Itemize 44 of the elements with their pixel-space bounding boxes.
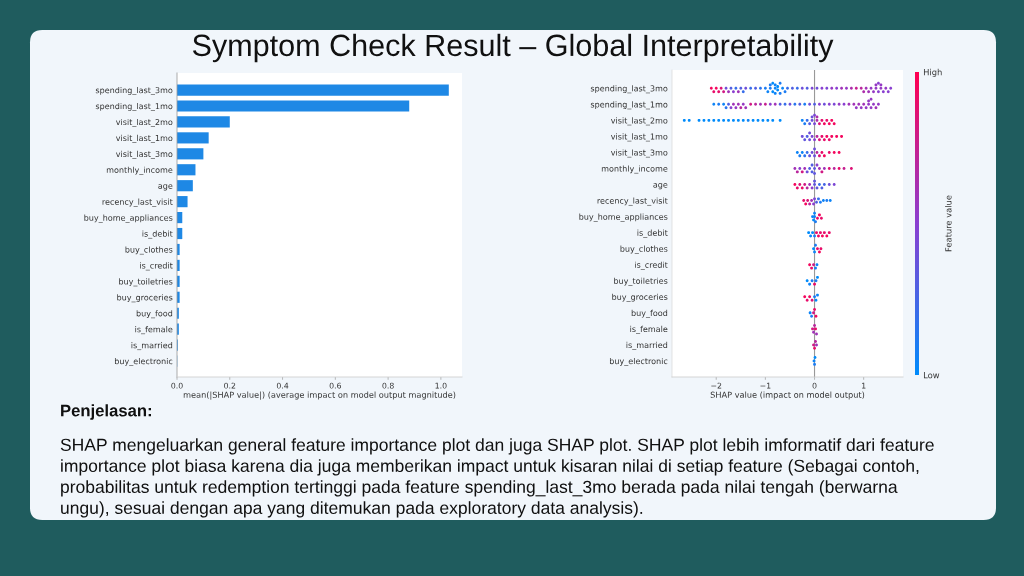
text: Penjelasan:	[61, 404, 151, 420]
y-tick-label: is_married	[131, 342, 173, 351]
y-tick-label: spending_last_3mo	[590, 85, 668, 94]
y-tick-label: buy_electronic	[609, 357, 668, 366]
y-tick-label: visit_last_1mo	[610, 133, 668, 142]
y-tick-label: buy_food	[136, 310, 173, 319]
y-tick-label: buy_home_appliances	[84, 214, 173, 223]
y-tick-label: age	[158, 184, 173, 191]
y-tick-label: visit_last_2mo	[610, 117, 668, 126]
y-tick-label: buy_electronic	[114, 358, 173, 367]
text: Symptom Check Result – Global Interpretability	[192, 33, 834, 63]
y-tick-label: visit_last_3mo	[115, 150, 173, 159]
y-tick-label: buy_groceries	[612, 293, 668, 302]
text: SHAP mengeluarkan general feature importance plot dan juga SHAP plot. SHAP plot lebih imformatif dari feature importance plot biasa karena dia juga memberikan impact untuk kisaran nilai di setiap feature (Sebagai contoh, probabilitas untuk redemption tertinggi pada feature spending_last_3mo berada pada nilai tengah (berwarna ungu), sesuai dengan apa yang ditemukan pada exploratory data analysis).	[60, 438, 934, 518]
y-tick-label: spending_last_1mo	[95, 102, 173, 111]
color-bar-label: Low	[923, 372, 940, 379]
y-tick-label: spending_last_3mo	[95, 87, 173, 96]
y-tick-label: is_female	[135, 326, 173, 335]
y-tick-label: visit_last_2mo	[115, 118, 173, 127]
y-tick-label: is_female	[630, 325, 668, 334]
y-tick-label: age	[653, 183, 668, 190]
y-tick-label: buy_clothes	[620, 245, 668, 254]
y-tick-label: monthly_income	[601, 165, 668, 174]
y-tick-label: buy_clothes	[125, 246, 173, 255]
y-tick-label: spending_last_1mo	[590, 101, 668, 110]
color-bar-label: High	[923, 68, 942, 77]
y-tick-label: buy_home_appliances	[579, 213, 668, 222]
y-tick-label: is_debit	[142, 230, 173, 239]
y-tick-label: visit_last_1mo	[115, 134, 173, 143]
y-tick-label: is_credit	[140, 262, 173, 271]
y-tick-label: is_credit	[635, 261, 668, 270]
x-axis-title: mean(|SHAP value|) (average impact on model output magnitude)	[183, 391, 456, 400]
y-tick-label: visit_last_3mo	[610, 149, 668, 158]
y-tick-label: is_debit	[637, 229, 668, 238]
y-tick-label: monthly_income	[106, 166, 173, 175]
y-tick-label: buy_food	[631, 309, 668, 318]
y-tick-label: recency_last_visit	[597, 197, 668, 206]
y-tick-label: buy_toiletries	[119, 278, 173, 287]
y-tick-label: buy_groceries	[117, 294, 173, 303]
y-tick-label: is_married	[626, 341, 668, 350]
x-axis-title: SHAP value (impact on model output)	[710, 391, 865, 400]
color-bar-title: Feature value	[945, 195, 952, 252]
y-tick-label: buy_toiletries	[614, 277, 668, 286]
y-tick-label: recency_last_visit	[102, 198, 173, 207]
